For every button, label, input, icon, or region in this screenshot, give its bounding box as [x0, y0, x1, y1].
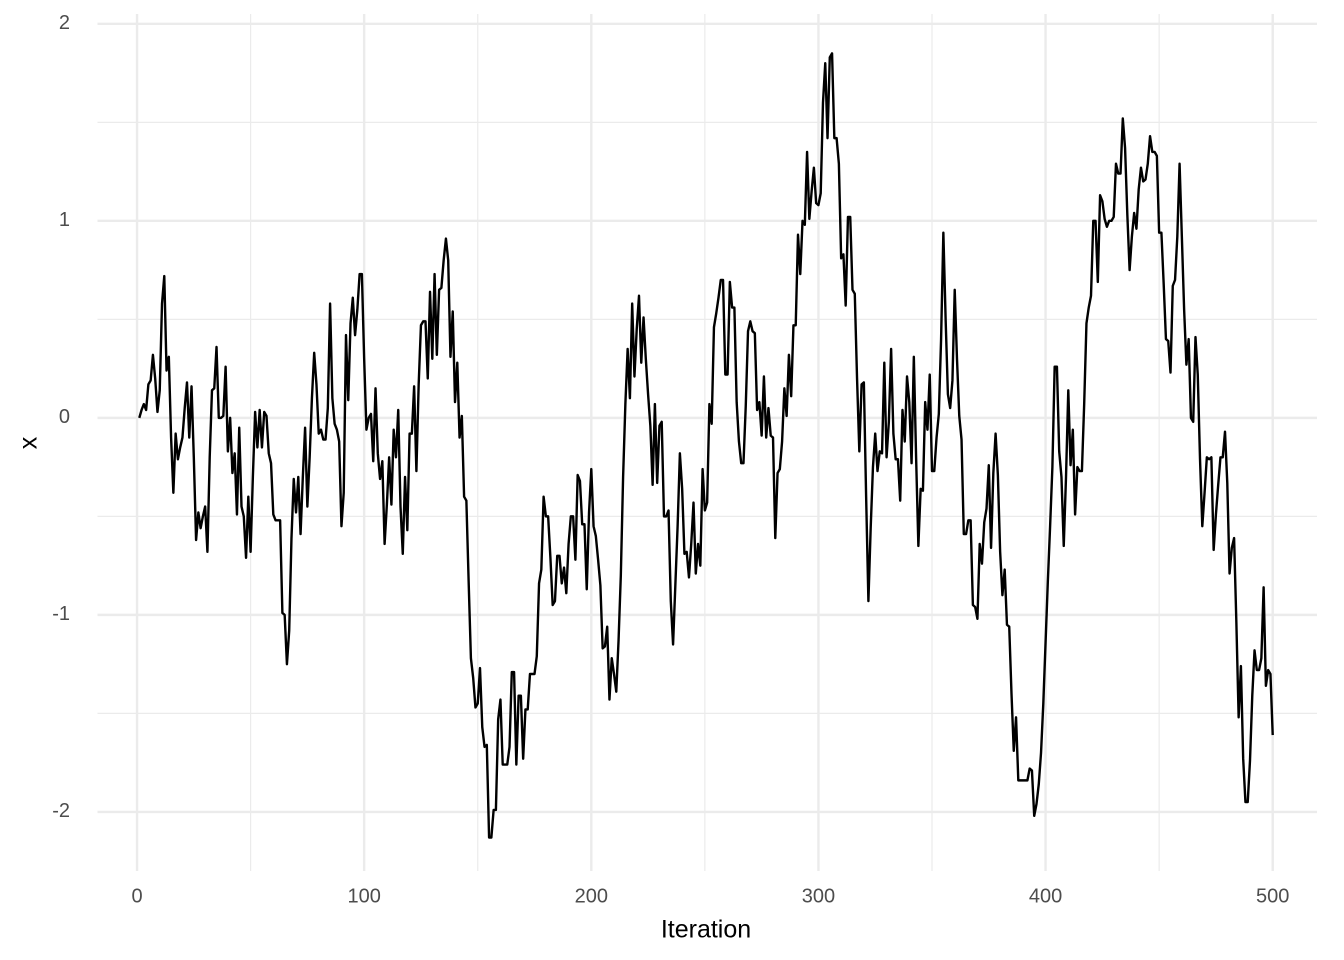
x-tick-label: 200: [575, 885, 608, 907]
y-tick-label: -2: [52, 800, 70, 822]
x-axis-title: Iteration: [661, 916, 751, 944]
y-tick-label: 1: [59, 209, 70, 231]
grid: [97, 14, 1317, 871]
x-tick-label: 300: [802, 885, 835, 907]
x-tick-label: 400: [1029, 885, 1062, 907]
plot-marks: [138, 52, 1274, 839]
y-tick-label: 0: [59, 406, 70, 428]
y-tick-label: 2: [59, 12, 70, 34]
x-tick-label: 100: [347, 885, 380, 907]
y-axis-title: x: [15, 436, 43, 449]
x-tick-label: 500: [1256, 885, 1289, 907]
data-line: [138, 52, 1274, 839]
x-tick-label: 0: [131, 885, 142, 907]
y-tick-label: -1: [52, 603, 70, 625]
